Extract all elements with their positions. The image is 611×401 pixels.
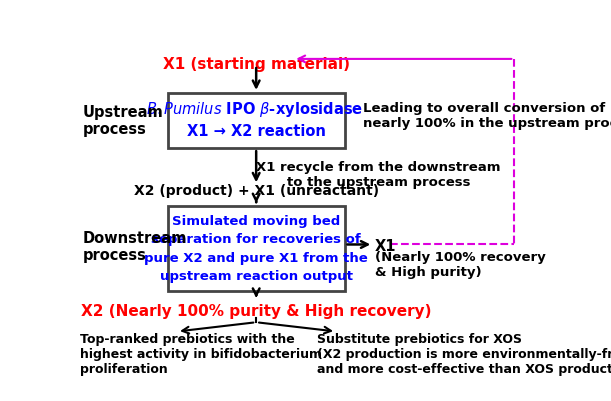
Text: Leading to overall conversion of
nearly 100% in the upstream process: Leading to overall conversion of nearly … (363, 102, 611, 130)
FancyBboxPatch shape (168, 206, 345, 291)
Text: X1: X1 (375, 239, 397, 254)
FancyBboxPatch shape (168, 93, 345, 148)
Text: X1 (starting material): X1 (starting material) (163, 57, 349, 72)
Text: pure X2 and pure X1 from the: pure X2 and pure X1 from the (144, 252, 368, 265)
Text: X1 recycle from the downstream
to the upstream process: X1 recycle from the downstream to the up… (257, 161, 501, 189)
Text: Top-ranked prebiotics with the
highest activity in bifidobacterium
proliferation: Top-ranked prebiotics with the highest a… (80, 333, 322, 376)
Text: X1 → X2 reaction: X1 → X2 reaction (187, 124, 326, 139)
Text: Upstream
process: Upstream process (82, 105, 163, 138)
Text: separation for recoveries of: separation for recoveries of (152, 233, 361, 246)
Text: Downstream
process: Downstream process (82, 231, 187, 263)
Text: X2 (product) + X1 (unreactant): X2 (product) + X1 (unreactant) (134, 184, 379, 198)
Text: (Nearly 100% recovery
& High purity): (Nearly 100% recovery & High purity) (375, 251, 546, 279)
Text: X2 (Nearly 100% purity & High recovery): X2 (Nearly 100% purity & High recovery) (81, 304, 431, 319)
Text: $\it{B. Pumilus}$ IPO $\beta$-xylosidase: $\it{B. Pumilus}$ IPO $\beta$-xylosidase (146, 100, 363, 119)
Text: Substitute prebiotics for XOS
(X2 production is more environmentally-friendly
an: Substitute prebiotics for XOS (X2 produc… (316, 333, 611, 376)
Text: upstream reaction output: upstream reaction output (159, 270, 353, 284)
Text: Simulated moving bed: Simulated moving bed (172, 215, 340, 228)
